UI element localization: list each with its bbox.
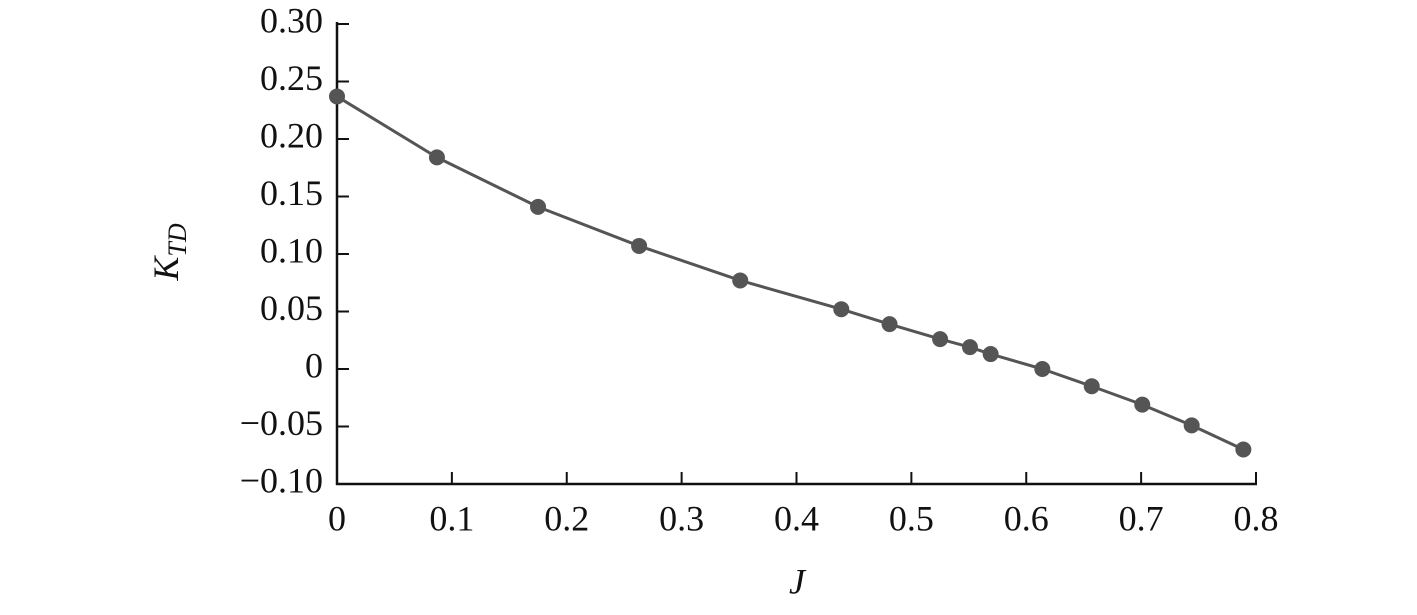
x-tick-label: 0.7 — [1119, 498, 1164, 538]
data-point — [833, 301, 850, 318]
data-point — [631, 237, 648, 254]
data-point — [1034, 361, 1051, 377]
data-point — [932, 331, 949, 348]
data-point — [1183, 417, 1200, 434]
y-axis-label: KTD — [146, 223, 192, 281]
fit-line — [336, 95, 1244, 451]
x-tick-label: 0.6 — [1004, 498, 1049, 538]
y-tick-label: 0.10 — [260, 230, 323, 270]
x-tick-label: 0.4 — [774, 498, 819, 538]
y-tick-label: 0 — [305, 345, 323, 385]
data-point — [329, 88, 345, 105]
data-point — [428, 149, 445, 166]
data-point — [732, 272, 749, 289]
data-point — [982, 346, 999, 363]
x-tick-label: 0.8 — [1234, 498, 1279, 538]
y-tick-label: 0.15 — [260, 173, 323, 213]
x-tick-label: 0.1 — [429, 498, 474, 538]
y-tick-label: 0.25 — [260, 58, 323, 98]
data-point — [881, 316, 898, 333]
x-tick-label: 0.5 — [889, 498, 934, 538]
y-axis-label-subscript: TD — [163, 223, 192, 256]
x-tick-label: 0.2 — [544, 498, 589, 538]
y-tick-label: 0.05 — [260, 288, 323, 328]
x-tick-label: 0.3 — [659, 498, 704, 538]
y-tick-label: −0.10 — [240, 460, 323, 500]
data-point — [1134, 396, 1151, 413]
data-point — [1235, 441, 1252, 458]
x-tick-label: 0 — [328, 498, 346, 538]
y-tick-label: 0.30 — [260, 0, 323, 40]
y-tick-label: 0.20 — [260, 115, 323, 155]
data-point — [1083, 378, 1100, 395]
y-axis-label-main: K — [146, 255, 186, 282]
y-tick-label: −0.05 — [240, 403, 323, 443]
x-axis-label: J — [789, 561, 807, 601]
data-point — [961, 339, 978, 356]
data-point — [530, 198, 547, 215]
